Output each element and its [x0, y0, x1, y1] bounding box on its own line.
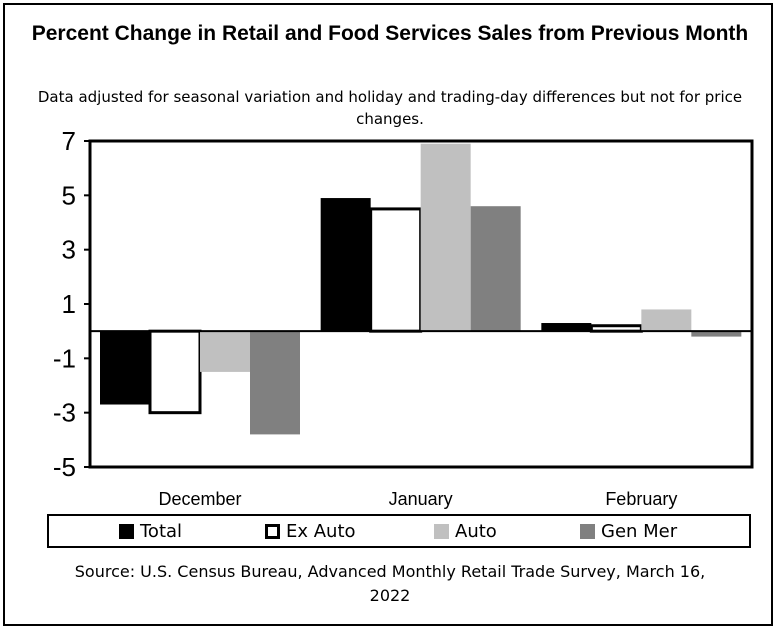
bar-auto-february — [641, 309, 692, 332]
legend-label-gen-mer: Gen Mer — [601, 520, 678, 542]
legend-label-total: Total — [140, 520, 183, 542]
y-tick-label: 1 — [62, 289, 76, 319]
bar-gen-mer-february — [691, 331, 742, 337]
legend-item-total: Total — [119, 516, 182, 546]
bar-auto-december — [200, 331, 250, 372]
bar-total-february — [541, 323, 592, 332]
legend-label-auto: Auto — [455, 520, 497, 542]
bar-auto-january — [420, 143, 471, 332]
legend: Total Ex Auto Auto Gen Mer — [47, 514, 751, 548]
x-axis-labels: December January February — [158, 489, 677, 509]
legend-swatch-total — [119, 523, 134, 539]
legend-label-ex-auto: Ex Auto — [286, 520, 356, 542]
y-tick-label: 3 — [62, 235, 76, 265]
bar-gen-mer-december — [250, 331, 300, 435]
bar-gen-mer-january — [470, 206, 521, 332]
bar-total-january — [320, 198, 371, 332]
bar-total-december — [100, 331, 150, 405]
y-tick-label: -5 — [53, 452, 76, 482]
legend-swatch-auto — [434, 523, 449, 539]
x-tick-label: February — [605, 489, 677, 509]
source-note: Source: U.S. Census Bureau, Advanced Mon… — [0, 560, 780, 608]
y-tick-label: -3 — [53, 398, 76, 428]
chart-title: Percent Change in Retail and Food Servic… — [31, 22, 749, 45]
y-axis-ticks: 7 5 3 1 -1 -3 -5 — [53, 126, 90, 482]
y-tick-label: 7 — [62, 126, 76, 156]
y-tick-label: 5 — [62, 180, 76, 210]
y-tick-label: -1 — [53, 343, 76, 373]
x-tick-label: January — [389, 489, 453, 509]
legend-swatch-gen-mer — [580, 523, 595, 539]
x-tick-label: December — [158, 489, 241, 509]
legend-item-ex-auto: Ex Auto — [265, 516, 356, 546]
legend-item-gen-mer: Gen Mer — [580, 516, 677, 546]
source-text: Source: U.S. Census Bureau, Advanced Mon… — [74, 562, 706, 605]
bar-ex-auto-january — [369, 207, 423, 333]
bar-group — [100, 143, 742, 435]
legend-swatch-ex-auto — [265, 523, 280, 539]
legend-item-auto: Auto — [434, 516, 497, 546]
bar-ex-auto-december — [148, 329, 202, 415]
chart-subtitle: Data adjusted for seasonal variation and… — [37, 88, 743, 128]
